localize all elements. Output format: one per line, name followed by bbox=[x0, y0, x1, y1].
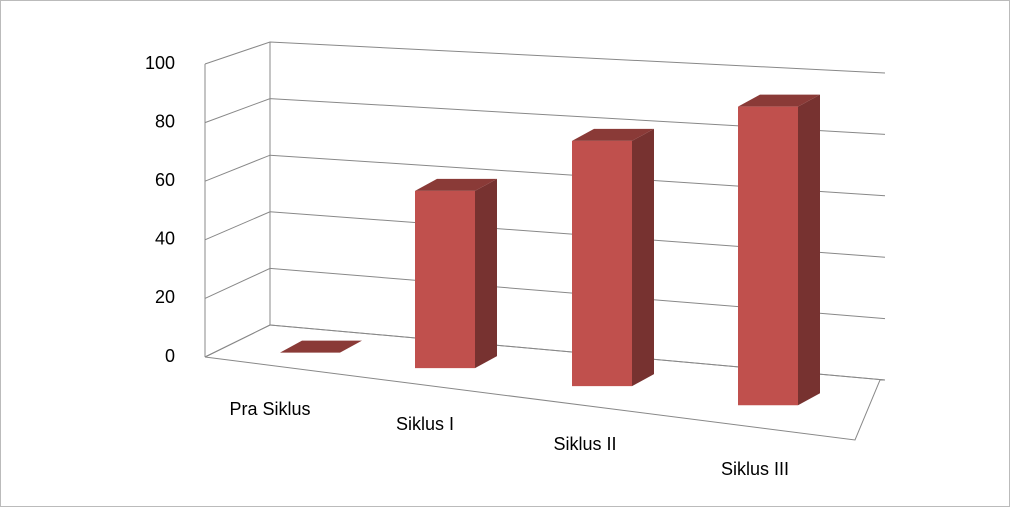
bar-side bbox=[475, 178, 497, 369]
bar bbox=[738, 94, 820, 406]
bar-top bbox=[280, 340, 362, 353]
bar-top bbox=[572, 128, 654, 141]
y-tick-label: 60 bbox=[155, 170, 175, 190]
x-tick-label: Siklus II bbox=[553, 434, 616, 454]
y-tick-label: 80 bbox=[155, 111, 175, 131]
bar-side bbox=[798, 94, 820, 406]
y-tick-label: 40 bbox=[155, 229, 175, 249]
y-tick-label: 0 bbox=[165, 346, 175, 366]
bar bbox=[572, 128, 654, 387]
bar-front bbox=[738, 106, 798, 406]
bar-front bbox=[572, 140, 632, 387]
bar bbox=[280, 340, 362, 353]
bar-top bbox=[738, 94, 820, 107]
x-tick-label: Pra Siklus bbox=[229, 399, 310, 419]
bar-side bbox=[632, 128, 654, 387]
bar bbox=[415, 178, 497, 369]
bar-front bbox=[415, 190, 475, 369]
x-tick-label: Siklus III bbox=[721, 459, 789, 479]
y-tick-label: 20 bbox=[155, 287, 175, 307]
bar-top bbox=[415, 178, 497, 191]
y-tick-label: 100 bbox=[145, 53, 175, 73]
x-tick-label: Siklus I bbox=[396, 414, 454, 434]
